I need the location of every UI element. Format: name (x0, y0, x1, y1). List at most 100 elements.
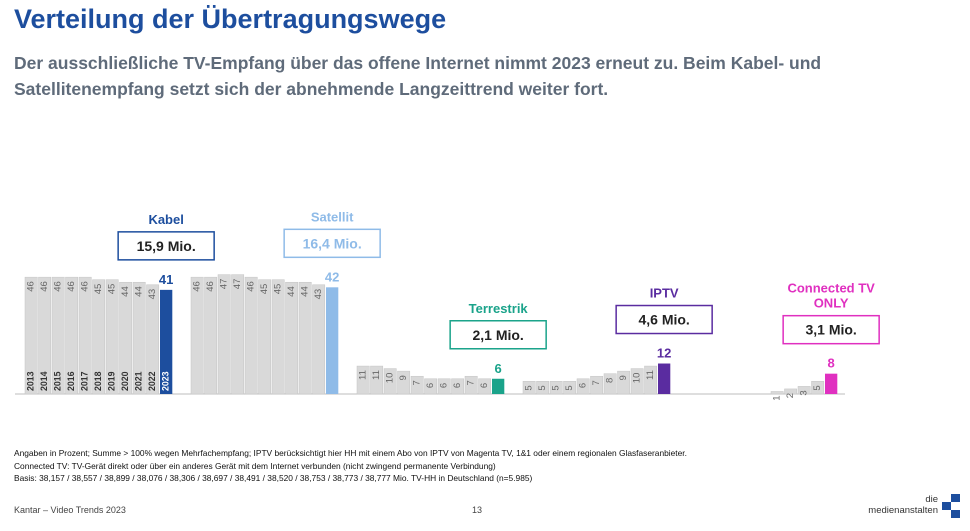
bar-terrestrik-2018 (424, 378, 438, 395)
data-label-terrestrik-2017: 7 (412, 380, 423, 385)
bar-terrestrik-2016 (397, 370, 411, 395)
bar-iptv-2017 (576, 378, 590, 395)
data-label-terrestrik-2019: 6 (439, 383, 450, 388)
callout-box-iptv (615, 304, 713, 335)
data-label-iptv-2020: 9 (618, 375, 629, 380)
data-label-iptv-2017: 6 (578, 383, 589, 388)
data-label-kabel-2023: 41 (159, 272, 173, 287)
bar-terrestrik-2019 (437, 378, 451, 395)
bar-satellit-2019 (271, 279, 285, 395)
bar-terrestrik-2015 (383, 368, 397, 395)
callout-value-connected-tv-only: 3,1 Mio. (805, 322, 856, 338)
data-label-terrestrik-2015: 10 (385, 373, 396, 384)
data-label-satellit-2020: 44 (286, 286, 297, 297)
data-label-connected-tv-only-2023: 8 (828, 356, 835, 371)
data-label-satellit-2019: 45 (273, 284, 284, 295)
data-label-iptv-2014: 5 (537, 385, 548, 390)
footnote-2: Connected TV: TV-Gerät direkt oder über … (14, 460, 496, 471)
bar-connected-tv-only-2021 (797, 386, 811, 395)
bar-kabel-2023 (160, 289, 173, 394)
logo-line-2: medienanstalten (868, 505, 938, 516)
bar-iptv-2014 (536, 381, 550, 395)
data-label-connected-tv-only-2020: 2 (785, 393, 796, 398)
callout-box-terrestrik (449, 320, 547, 350)
bar-iptv-2019 (603, 373, 617, 395)
data-label-satellit-2021: 44 (300, 286, 311, 297)
series-name-iptv: IPTV (650, 286, 679, 301)
data-label-terrestrik-2014: 11 (371, 370, 382, 380)
data-label-iptv-2021: 10 (632, 373, 643, 384)
bar-connected-tv-only-2023 (825, 373, 838, 394)
data-label-terrestrik-2016: 9 (398, 375, 409, 380)
data-label-satellit-2022: 43 (313, 289, 324, 300)
data-label-kabel-2019: 45 (107, 284, 118, 295)
callout-value-kabel: 15,9 Mio. (137, 238, 196, 254)
data-label-kabel-2022: 43 (147, 289, 158, 300)
tick-label-2020: 2020 (120, 371, 130, 391)
bar-terrestrik-2023 (492, 378, 505, 394)
tick-label-2017: 2017 (79, 371, 89, 391)
tick-label-2014: 2014 (39, 371, 49, 391)
callout-box-kabel (117, 231, 215, 261)
tick-label-2015: 2015 (52, 371, 62, 391)
tick-label-2018: 2018 (93, 371, 103, 391)
bar-iptv-2016 (563, 381, 577, 395)
data-label-satellit-2013: 46 (192, 281, 203, 292)
series-name-kabel: Kabel (148, 212, 183, 227)
series-name-terrestrik: Terrestrik (469, 301, 529, 316)
bar-kabel-2020 (119, 281, 133, 395)
bar-terrestrik-2020 (451, 378, 465, 395)
data-label-kabel-2015: 46 (53, 281, 64, 292)
bar-kabel-2021 (132, 281, 146, 395)
bar-terrestrik-2014 (370, 365, 384, 395)
data-label-iptv-2015: 5 (551, 385, 562, 390)
data-label-iptv-2013: 5 (524, 385, 535, 390)
callout-box-connected-tv-only (782, 314, 880, 345)
data-label-terrestrik-2020: 6 (452, 383, 463, 388)
bar-kabel-2022 (146, 284, 160, 395)
data-label-iptv-2019: 8 (605, 378, 616, 383)
bar-terrestrik-2022 (478, 378, 492, 395)
bar-satellit-2020 (285, 281, 299, 395)
logo: die medienanstalten (868, 494, 938, 516)
bar-connected-tv-only-2020 (784, 388, 798, 395)
bar-iptv-2015 (549, 381, 563, 395)
bar-kabel-2017 (78, 276, 92, 395)
data-label-satellit-2016: 47 (232, 279, 243, 290)
bar-satellit-2017 (244, 276, 258, 395)
bar-kabel-2016 (65, 276, 79, 395)
bar-satellit-2022 (312, 284, 326, 395)
callout-value-iptv: 4,6 Mio. (638, 312, 689, 328)
bar-iptv-2023 (658, 363, 671, 394)
data-label-terrestrik-2021: 7 (466, 380, 477, 385)
tick-label-2013: 2013 (25, 371, 35, 391)
callout-box-satellit (283, 228, 381, 259)
data-label-iptv-2022: 11 (645, 370, 656, 380)
data-label-iptv-2023: 12 (657, 346, 671, 361)
data-label-terrestrik-2023: 6 (495, 361, 502, 376)
series-name-satellit: Satellit (311, 209, 354, 224)
series-name-connected-tv-only-1: ONLY (814, 296, 849, 311)
logo-line-1: die (925, 494, 938, 505)
bar-connected-tv-only-2019 (770, 391, 784, 395)
footnote-3: Basis: 38,157 / 38,557 / 38,899 / 38,076… (14, 473, 533, 483)
data-label-kabel-2014: 46 (39, 281, 50, 292)
data-label-kabel-2020: 44 (120, 286, 131, 297)
data-label-satellit-2023: 42 (325, 269, 339, 284)
bar-satellit-2021 (298, 281, 312, 395)
data-label-terrestrik-2013: 11 (358, 370, 369, 380)
footnotes: Angaben in Prozent; Summe > 100% wegen M… (14, 447, 687, 485)
tick-label-2021: 2021 (133, 371, 143, 391)
bar-connected-tv-only-2022 (811, 381, 825, 395)
data-label-iptv-2018: 7 (591, 380, 602, 385)
tick-label-2023: 2023 (160, 371, 170, 391)
logo-mark-icon (942, 494, 960, 518)
callout-value-terrestrik: 2,1 Mio. (472, 327, 523, 343)
bar-satellit-2015 (217, 274, 231, 395)
data-label-satellit-2015: 47 (219, 279, 230, 290)
bar-satellit-2014 (204, 276, 218, 395)
footer-source: Kantar – Video Trends 2023 (14, 505, 126, 515)
distribution-chart: 46 2013 46 2014 46 2015 46 2016 46 2017 45 2018 45 20… (15, 209, 880, 401)
data-label-satellit-2018: 45 (259, 284, 270, 295)
page-number: 13 (472, 505, 483, 515)
